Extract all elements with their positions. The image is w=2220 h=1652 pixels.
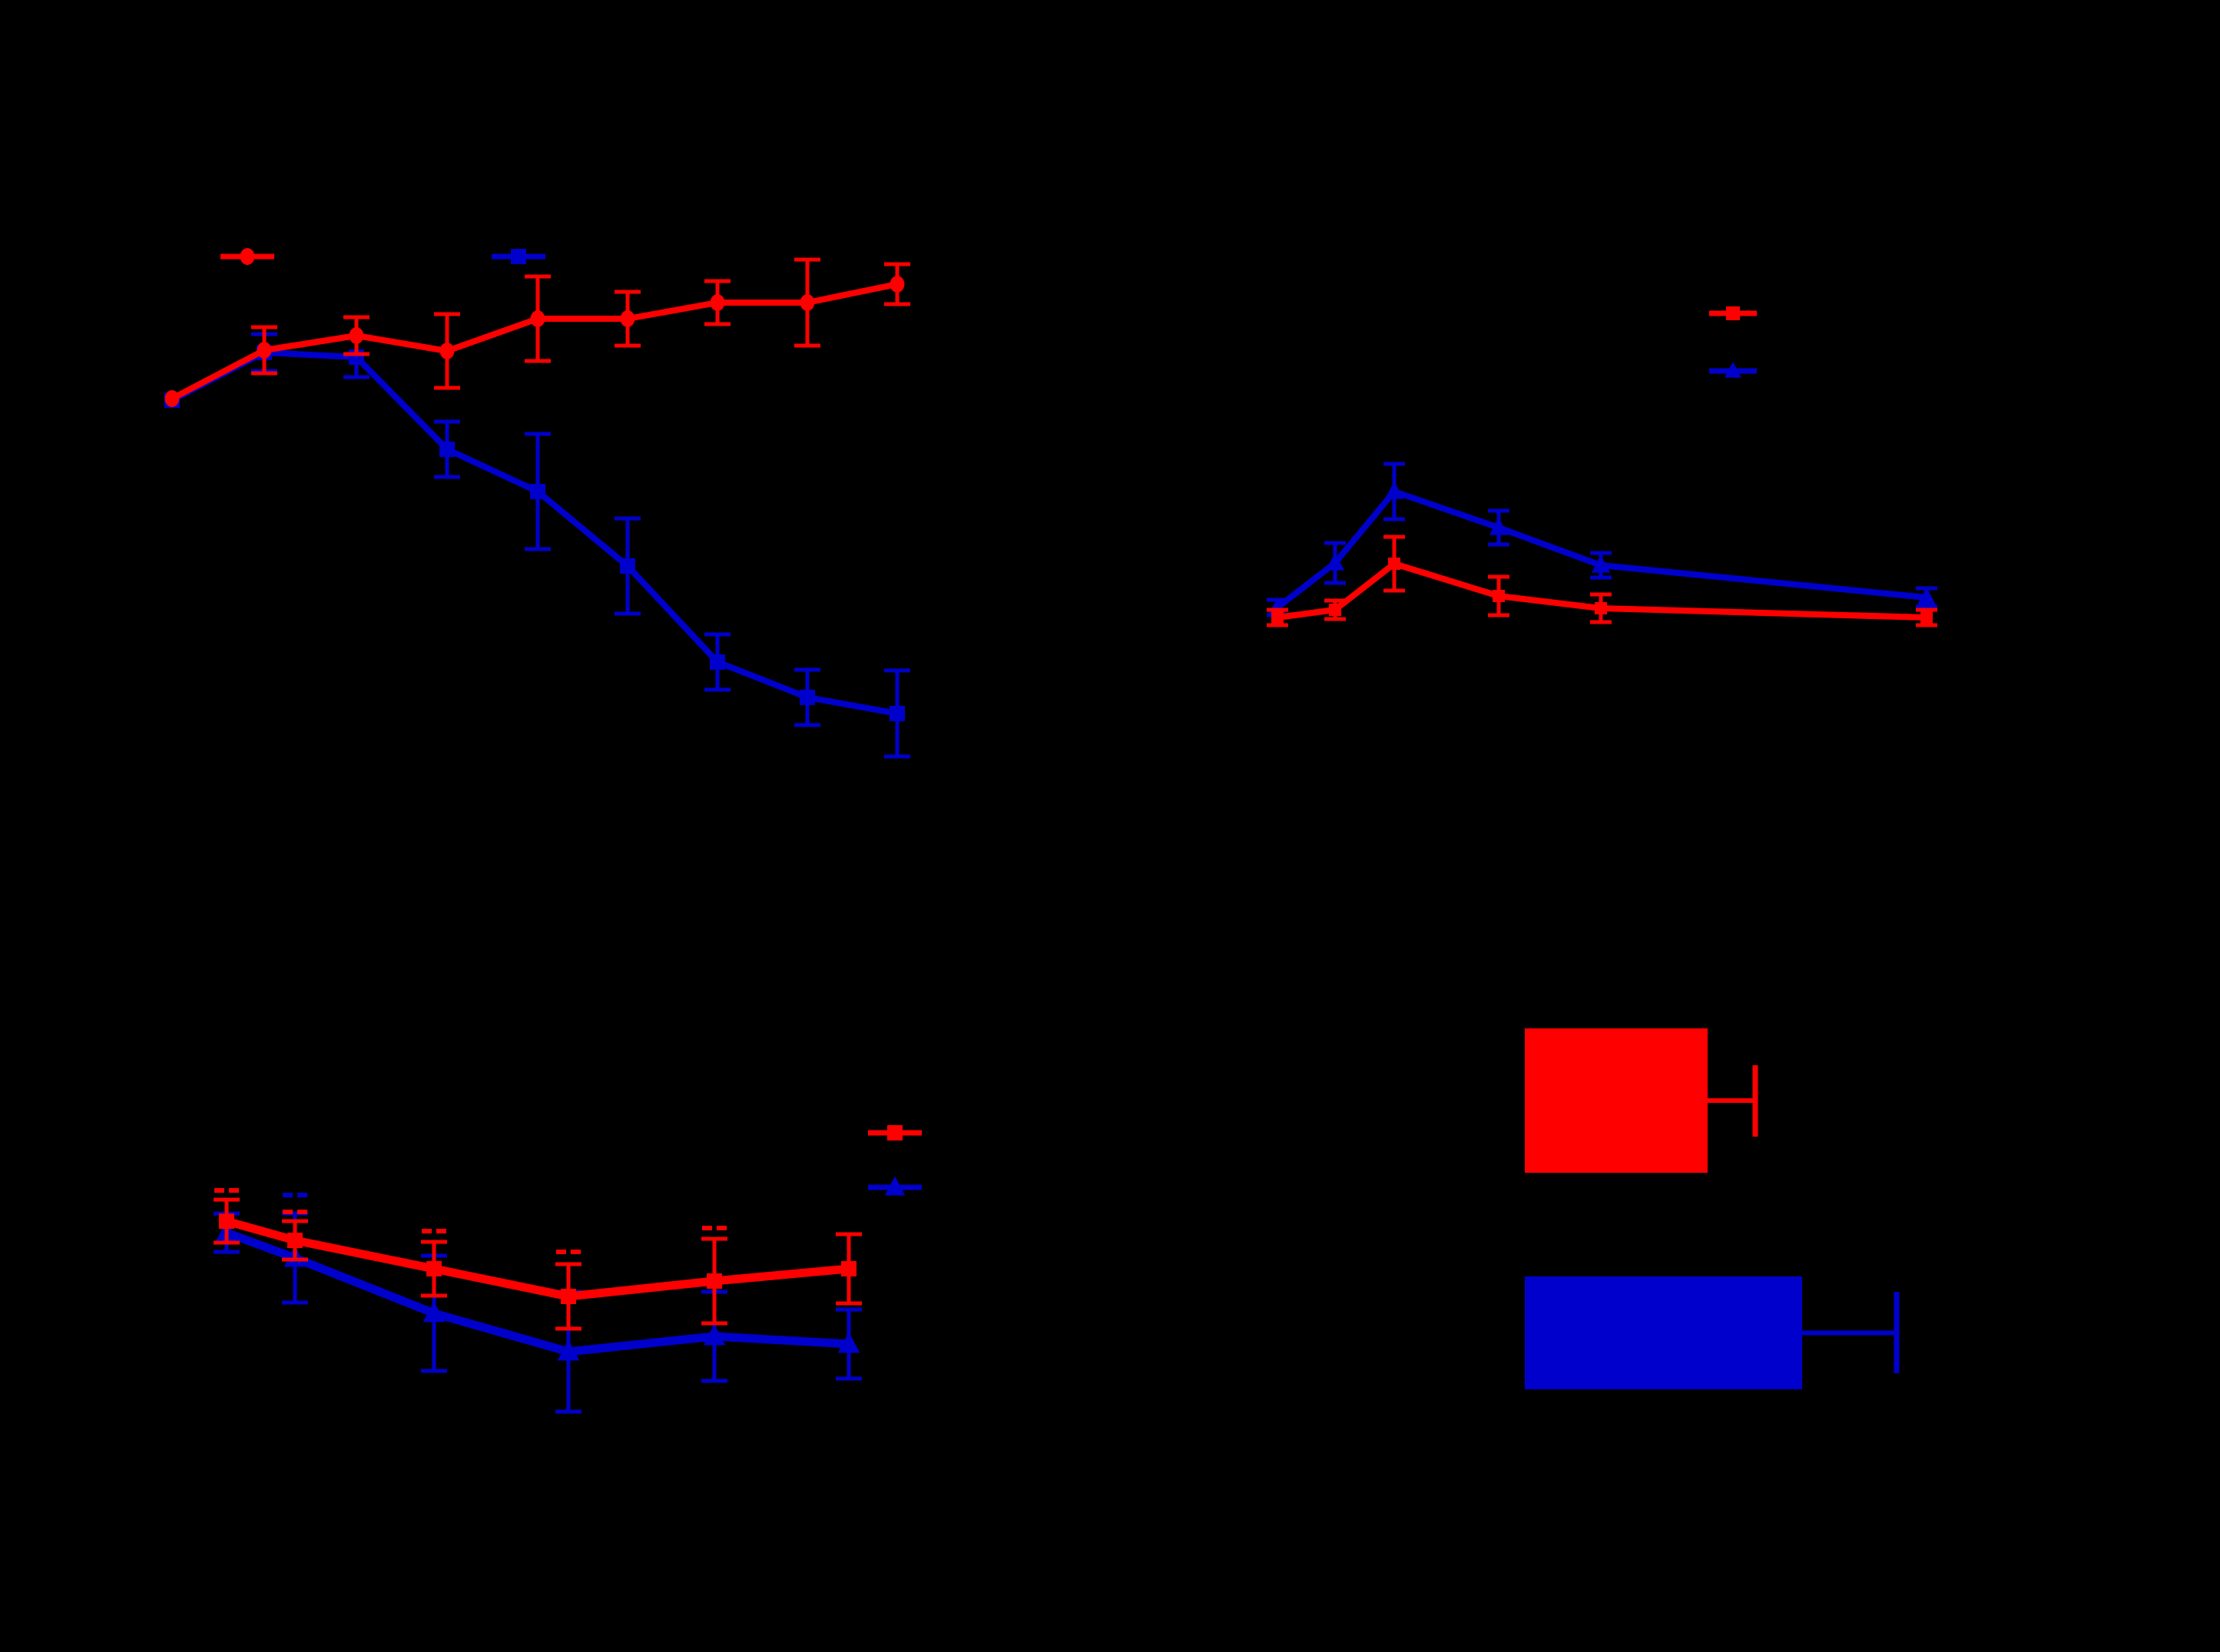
red-squares-square-marker — [1920, 611, 1933, 624]
red-squares-square-marker — [219, 1213, 234, 1229]
panel-b — [1267, 306, 1937, 627]
legend-blue-triangle-marker — [884, 1176, 906, 1196]
red-circles-circle-marker — [257, 342, 272, 359]
red-squares-square-marker — [287, 1233, 303, 1248]
red-squares-square-marker — [1493, 590, 1505, 602]
red-squares-square-marker — [1595, 602, 1607, 614]
legend-blue-triangle-marker — [1725, 362, 1741, 378]
significance-mark — [283, 1210, 293, 1214]
blue-triangles-line — [225, 1228, 850, 1356]
blue-triangles-triangle-marker — [1591, 555, 1611, 573]
significance-mark — [214, 1188, 224, 1193]
significance-mark — [571, 1250, 581, 1254]
red-squares-square-marker — [1388, 558, 1400, 570]
legend-red-square-marker — [887, 1125, 903, 1141]
red-squares-square-marker — [707, 1273, 722, 1289]
red-circles-circle-marker — [710, 294, 725, 311]
significance-mark — [702, 1226, 712, 1230]
red-circles-circle-marker — [439, 343, 455, 359]
blue-triangles-triangle-marker — [837, 1332, 860, 1353]
blue-squares-square-marker — [439, 442, 455, 457]
legend-red-circle-marker — [240, 248, 255, 265]
blue-triangles-triangle-marker — [703, 1324, 726, 1346]
red-circles-circle-marker — [349, 327, 364, 344]
blue-squares-square-marker — [890, 706, 905, 721]
red-squares-square-marker — [426, 1261, 442, 1276]
red-squares-square-marker — [1271, 611, 1284, 624]
significance-mark — [422, 1229, 432, 1233]
significance-mark — [556, 1250, 566, 1254]
significance-mark — [717, 1226, 727, 1230]
red-circles-circle-marker — [164, 390, 180, 407]
significance-mark — [297, 1193, 307, 1197]
panel-c — [214, 1125, 922, 1414]
red-bar — [1525, 1028, 1708, 1173]
blue-triangles-triangle-marker — [1917, 587, 1937, 605]
significance-mark — [436, 1229, 446, 1233]
significance-mark — [229, 1188, 239, 1193]
panel-a — [164, 248, 910, 759]
blue-triangles-triangle-marker — [1325, 552, 1345, 571]
red-squares-line — [225, 1217, 850, 1301]
red-squares-square-marker — [1329, 604, 1341, 616]
blue-bar — [1525, 1276, 1802, 1389]
red-squares-square-marker — [561, 1289, 576, 1304]
red-circles-circle-marker — [620, 310, 635, 327]
blue-squares-square-marker — [620, 558, 635, 574]
blue-triangles-triangle-marker — [422, 1301, 446, 1323]
blue-triangles-line — [1275, 488, 1927, 611]
blue-squares-square-marker — [530, 484, 545, 499]
red-circles-circle-marker — [890, 276, 905, 293]
legend-blue-square-marker — [511, 249, 526, 264]
legend-red-square-marker — [1726, 306, 1740, 320]
red-squares-line — [1277, 561, 1927, 621]
blue-triangles-triangle-marker — [1489, 517, 1509, 535]
blue-squares-square-marker — [800, 690, 815, 705]
blue-triangles-triangle-marker — [557, 1339, 580, 1361]
blue-triangles-triangle-marker — [1384, 481, 1404, 499]
significance-mark — [297, 1210, 307, 1214]
red-circles-circle-marker — [800, 294, 815, 311]
red-squares-square-marker — [841, 1261, 857, 1276]
panel-d — [1525, 1028, 1900, 1389]
significance-mark — [283, 1193, 293, 1197]
red-circles-circle-marker — [530, 310, 545, 327]
blue-squares-square-marker — [710, 654, 725, 670]
